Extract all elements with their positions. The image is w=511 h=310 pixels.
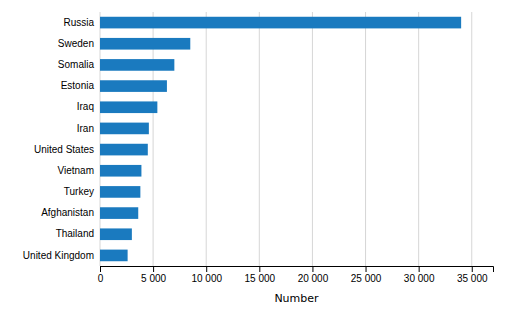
tick: United Kingdom (23, 250, 94, 261)
tick-label: Somalia (58, 59, 95, 70)
tick-mark (206, 266, 207, 272)
chart: 0 5 000 10 000 15 000 20 000 25 000 30 000 35 0… (0, 0, 511, 310)
tick: United States (34, 144, 94, 155)
tick-mark (472, 266, 473, 272)
tick: Vietnam (57, 165, 94, 176)
tick: Afghanistan (41, 207, 94, 218)
tick-label: Estonia (61, 80, 95, 91)
grid-line (418, 12, 419, 266)
tick: 20 000 (298, 266, 329, 284)
bar (100, 59, 174, 71)
tick-label: United States (34, 144, 94, 155)
tick: 0 (98, 266, 104, 284)
tick: Sweden (58, 38, 94, 49)
tick-label: 25 000 (351, 273, 382, 284)
tick: Turkey (64, 186, 94, 197)
plot: 0 5 000 10 000 15 000 20 000 25 000 30 000 35 0… (23, 12, 494, 284)
tick-label: 30 000 (404, 273, 435, 284)
tick-label: 5 000 (141, 273, 166, 284)
bar (100, 228, 132, 240)
grid-line (100, 12, 101, 266)
grid-line (312, 12, 313, 266)
bar (100, 144, 148, 156)
tick-label: Iran (77, 123, 94, 134)
tick: Iraq (77, 101, 94, 112)
bar (100, 207, 138, 219)
tick-label: Russia (63, 17, 94, 28)
tick: Thailand (56, 228, 94, 239)
bar (100, 101, 157, 113)
bar (100, 123, 149, 135)
bars (100, 17, 461, 261)
tick-mark (366, 266, 367, 272)
bar (100, 80, 167, 92)
tick-label: 35 000 (457, 273, 488, 284)
tick-label: 0 (98, 273, 104, 284)
tick: 5 000 (141, 266, 166, 284)
tick: 25 000 (351, 266, 382, 284)
grid-line (259, 12, 260, 266)
tick-label: United Kingdom (23, 250, 94, 261)
axis-line (101, 267, 494, 273)
tick-label: Afghanistan (41, 207, 94, 218)
tick-label: 15 000 (245, 273, 276, 284)
bar (100, 250, 128, 262)
tick: Iran (77, 123, 94, 134)
tick: 30 000 (404, 266, 435, 284)
x-axis-title: Number (274, 292, 319, 305)
grid (100, 12, 472, 266)
bar (100, 165, 141, 177)
tick-label: Turkey (64, 186, 94, 197)
tick: 35 000 (457, 266, 488, 284)
tick: 10 000 (191, 266, 222, 284)
grid-line (153, 12, 154, 266)
bar (100, 38, 190, 50)
tick: Russia (63, 17, 94, 28)
tick-mark (259, 266, 260, 272)
tick-mark (312, 266, 313, 272)
tick-mark (153, 266, 154, 272)
x-axis: 0 5 000 10 000 15 000 20 000 25 000 30 000 35 0… (98, 266, 494, 284)
tick-label: 20 000 (298, 273, 329, 284)
y-axis: Russia Sweden Somalia Estonia Iraq Iran United… (23, 17, 95, 261)
tick: 15 000 (245, 266, 276, 284)
tick-label: Vietnam (57, 165, 94, 176)
tick: Somalia (58, 59, 95, 70)
bar (100, 186, 140, 198)
tick-label: Sweden (58, 38, 94, 49)
tick-label: Thailand (56, 228, 94, 239)
tick-mark (419, 266, 420, 272)
tick-label: 10 000 (191, 273, 222, 284)
tick: Estonia (61, 80, 95, 91)
bar (100, 17, 461, 29)
grid-line (206, 12, 207, 266)
tick-mark (100, 266, 101, 272)
tick-label: Iraq (77, 101, 94, 112)
grid-line (471, 12, 472, 266)
grid-line (365, 12, 366, 266)
